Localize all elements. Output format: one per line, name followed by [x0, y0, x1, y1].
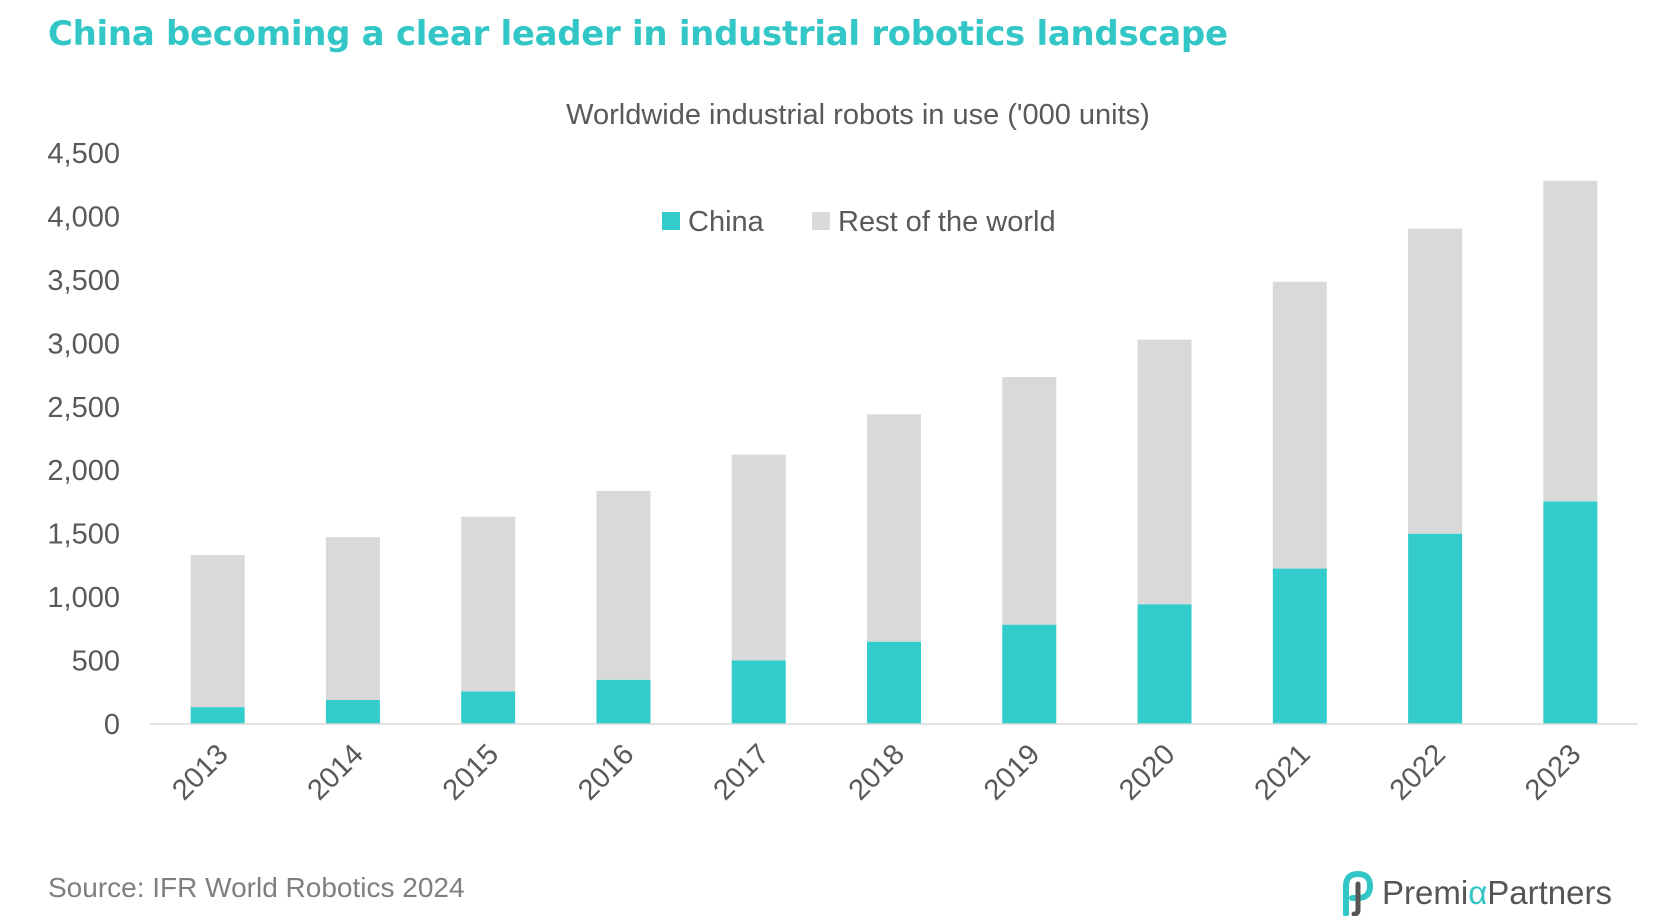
stacked-bar-chart: Worldwide industrial robots in use ('000… [47, 99, 1638, 807]
source-note: Source: IFR World Robotics 2024 [48, 872, 465, 903]
x-axis-tick-labels: 2013 2014 2015 2016 2017 2018 2019 2020 2021 2022… [166, 738, 1587, 806]
y-tick-label: 500 [72, 646, 120, 678]
bar-china-2019 [1002, 624, 1057, 724]
bar-china-2015 [461, 691, 516, 724]
y-tick-label: 0 [104, 709, 120, 741]
x-tick-label: 2022 [1384, 738, 1452, 806]
bar-rest-of-world-2017 [731, 454, 786, 661]
chart-headline: China becoming a clear leader in industr… [48, 14, 1228, 54]
bar-rest-of-world-2021 [1272, 281, 1327, 569]
x-tick-label: 2014 [302, 738, 370, 806]
y-tick-label: 2,000 [47, 455, 120, 487]
premia-partners-logo: PremiαPartners [1338, 868, 1612, 918]
x-tick-label: 2018 [843, 738, 911, 806]
x-tick-label: 2017 [707, 738, 775, 806]
legend-label-rest-of-world: Rest of the world [838, 206, 1056, 238]
y-tick-label: 2,500 [47, 392, 120, 424]
bar-rest-of-world-2019 [1002, 376, 1057, 625]
bar-china-2016 [596, 679, 651, 724]
bar-china-2021 [1272, 568, 1327, 724]
legend-swatch-rest-of-world [812, 212, 830, 230]
x-tick-label: 2019 [978, 738, 1046, 806]
bar-rest-of-world-2023 [1543, 180, 1598, 502]
x-tick-label: 2015 [437, 738, 505, 806]
y-tick-label: 4,500 [47, 138, 120, 170]
y-tick-label: 3,500 [47, 265, 120, 297]
y-tick-label: 1,000 [47, 582, 120, 614]
y-tick-label: 1,500 [47, 519, 120, 551]
bar-china-2022 [1408, 533, 1463, 724]
bar-china-2017 [731, 660, 786, 724]
y-tick-label: 3,000 [47, 328, 120, 360]
bar-china-2020 [1137, 604, 1192, 724]
bar-china-2023 [1543, 501, 1598, 724]
bar-china-2014 [325, 700, 380, 724]
legend-label-china: China [688, 206, 765, 238]
bar-rest-of-world-2013 [190, 554, 245, 708]
legend: China Rest of the world [662, 206, 1056, 238]
bars [190, 180, 1598, 724]
bar-rest-of-world-2016 [596, 490, 651, 680]
x-tick-label: 2020 [1113, 738, 1181, 806]
x-tick-label: 2013 [166, 738, 234, 806]
bar-rest-of-world-2020 [1137, 339, 1192, 605]
logo-wordmark: PremiαPartners [1382, 874, 1612, 911]
premia-logo-icon [1343, 870, 1374, 916]
chart-title: Worldwide industrial robots in use ('000… [566, 99, 1150, 131]
y-axis-tick-labels: 0 500 1,000 1,500 2,000 2,500 3,000 3,500 4,000 4… [47, 138, 120, 741]
legend-swatch-china [662, 212, 680, 230]
x-tick-label: 2021 [1249, 738, 1317, 806]
x-tick-label: 2016 [572, 738, 640, 806]
x-tick-label: 2023 [1519, 738, 1587, 806]
bar-rest-of-world-2015 [461, 516, 516, 692]
bar-rest-of-world-2022 [1408, 228, 1463, 534]
bar-rest-of-world-2018 [867, 414, 921, 642]
y-tick-label: 4,000 [47, 201, 120, 233]
bar-rest-of-world-2014 [325, 537, 380, 701]
bar-china-2018 [867, 641, 921, 724]
bar-china-2013 [190, 707, 245, 724]
